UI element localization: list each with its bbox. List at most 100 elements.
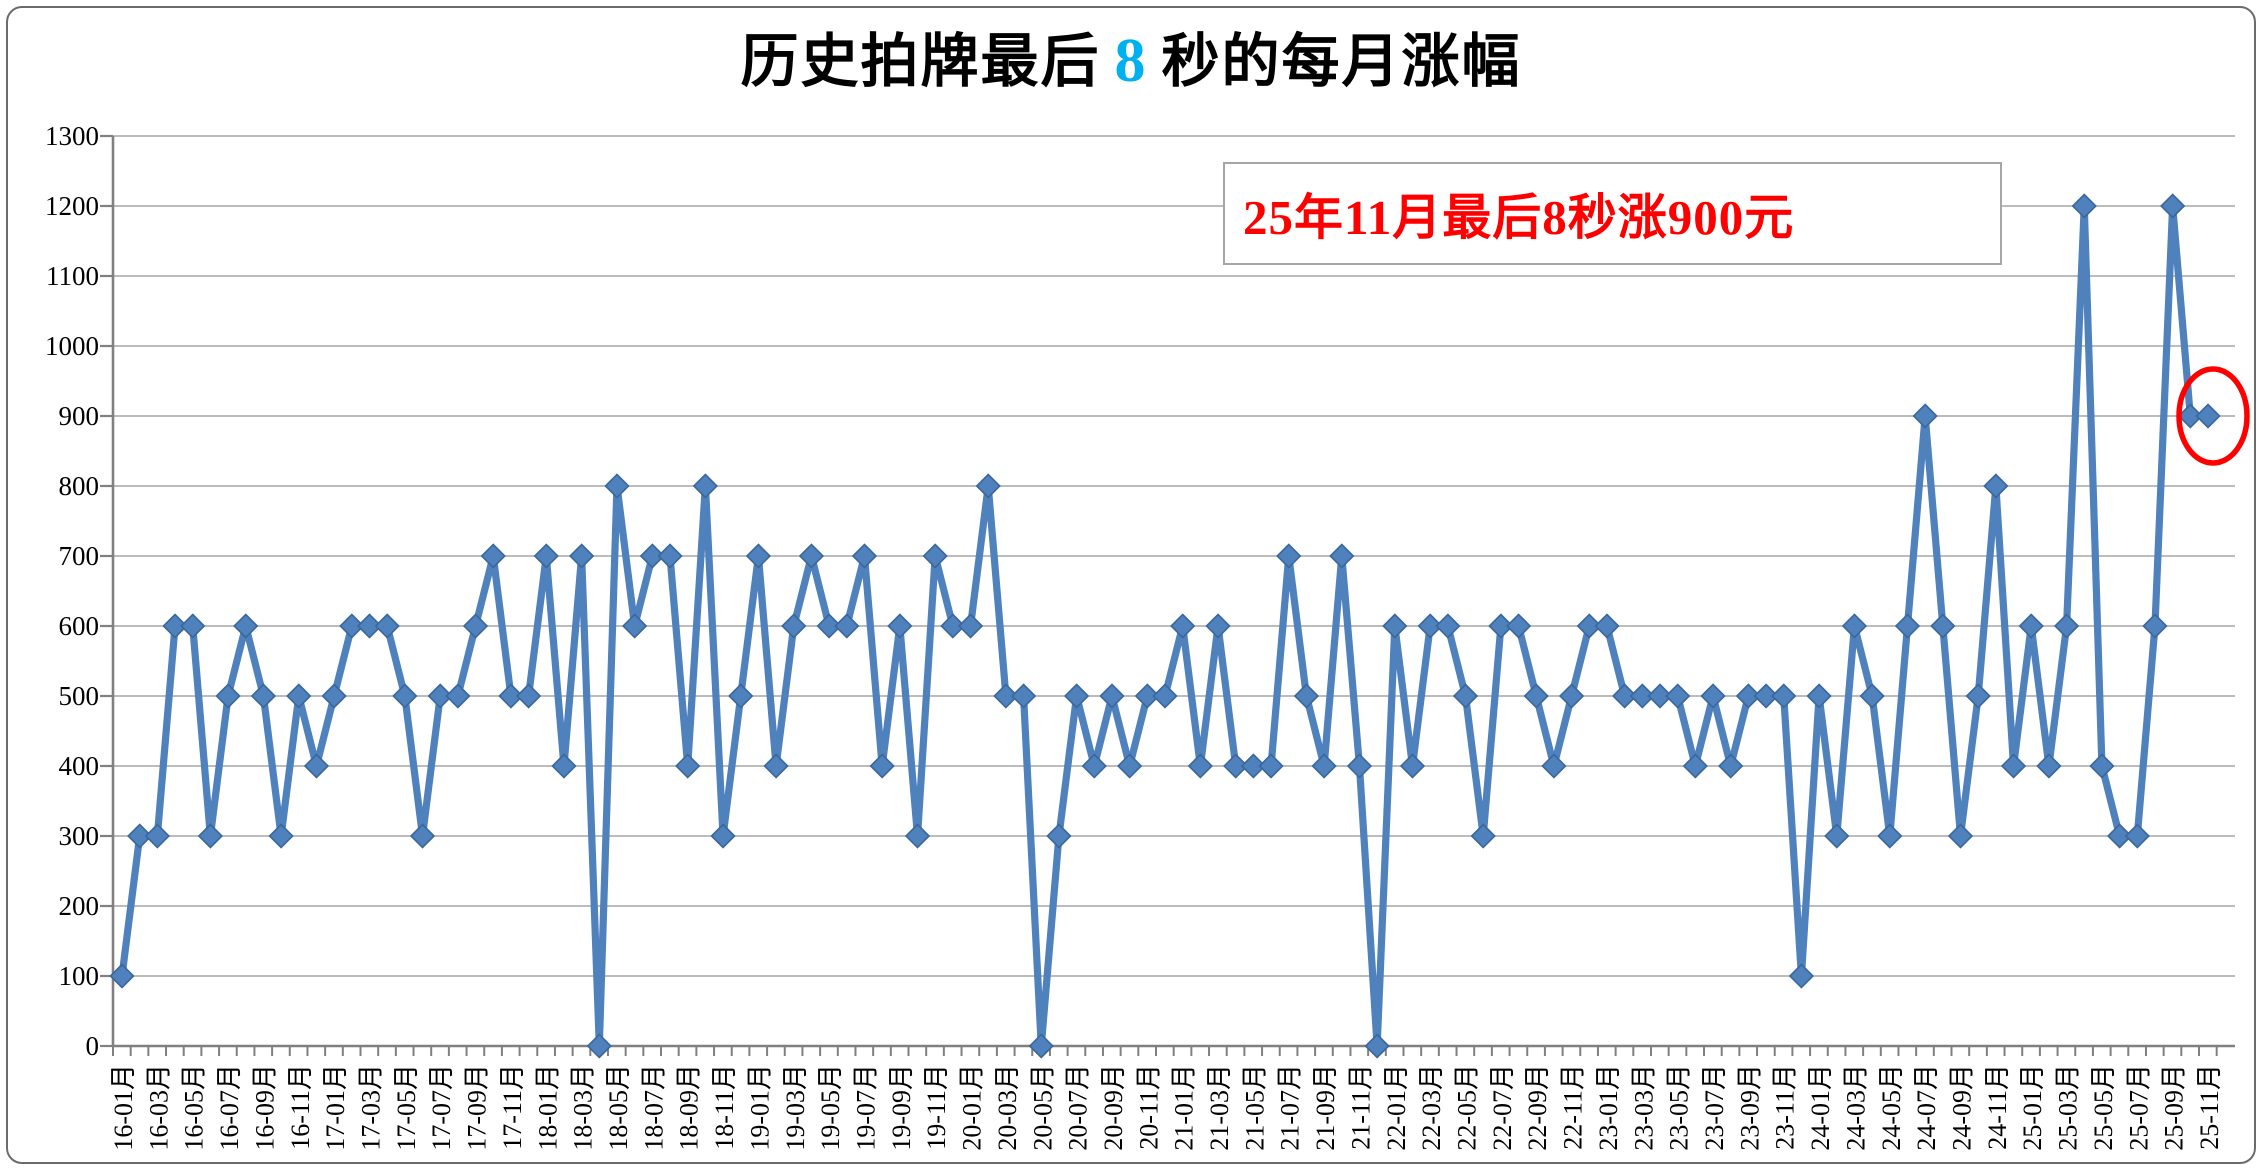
- axis-tick-label: 25-11月: [2195, 1064, 2224, 1150]
- data-point-marker: [1558, 683, 1585, 709]
- axis-tick-label: 18-07月: [639, 1064, 668, 1151]
- axis-tick-label: 20-05月: [1028, 1064, 1057, 1151]
- axis-tick-label: 1300: [45, 121, 99, 151]
- data-point-marker: [1523, 683, 1549, 709]
- axis-tick-label: 23-05月: [1665, 1064, 1694, 1151]
- axis-tick-label: 21-11月: [1346, 1064, 1375, 1150]
- data-point-marker: [392, 683, 418, 709]
- data-point-marker: [144, 823, 170, 849]
- axis-tick-label: 16-01月: [109, 1064, 138, 1151]
- data-point-marker: [1382, 613, 1408, 639]
- axis-tick-label: 17-05月: [392, 1064, 421, 1151]
- axis-tick-label: 700: [59, 541, 100, 571]
- data-point-marker: [869, 753, 895, 779]
- data-point-marker: [215, 683, 241, 709]
- data-point-marker: [321, 683, 347, 709]
- data-point-marker: [1735, 683, 1762, 709]
- data-point-marker: [268, 823, 294, 849]
- data-point-marker: [2160, 193, 2186, 219]
- data-point-marker: [1753, 683, 1779, 709]
- axis-tick-label: 20-01月: [958, 1064, 987, 1151]
- axis-tick-label: 17-11月: [498, 1064, 527, 1150]
- data-point-marker: [1276, 543, 1302, 569]
- chart-title-suffix: 秒的每月涨幅: [1161, 29, 1522, 94]
- axis-tick-label: 20-03月: [993, 1064, 1022, 1151]
- axis-tick-label: 25-09月: [2160, 1064, 2189, 1151]
- data-point-marker: [1240, 753, 1267, 779]
- axis-tick-label: 18-01月: [533, 1064, 562, 1151]
- axis-tick-label: 18-03月: [569, 1064, 598, 1151]
- data-point-marker: [109, 963, 135, 989]
- data-point-marker: [763, 753, 789, 779]
- axis-tick-label: 24-03月: [1841, 1064, 1870, 1151]
- data-point-marker: [409, 823, 436, 849]
- data-point-marker: [1824, 823, 1850, 849]
- data-point-marker: [2036, 753, 2062, 779]
- data-point-marker: [940, 613, 966, 639]
- axis-tick-label: 25-03月: [2054, 1064, 2083, 1151]
- data-point-marker: [798, 543, 825, 569]
- data-point-marker: [515, 683, 542, 709]
- axis-tick-label: 21-09月: [1311, 1064, 1340, 1151]
- data-point-marker: [851, 543, 878, 569]
- axis-tick-label: 19-01月: [745, 1064, 774, 1151]
- data-point-marker: [816, 613, 842, 639]
- axis-tick-label: 400: [59, 751, 100, 781]
- axis-tick-label: 22-07月: [1488, 1064, 1517, 1151]
- data-point-marker: [1682, 753, 1708, 779]
- data-point-marker: [480, 543, 506, 569]
- axis-tick-label: 19-03月: [781, 1064, 810, 1151]
- axis-tick-label: 23-01月: [1594, 1064, 1623, 1151]
- data-point-marker: [1152, 683, 1178, 709]
- axis-tick-label: 18-09月: [675, 1064, 704, 1151]
- data-point-marker: [533, 543, 559, 569]
- axis-tick-label: 24-07月: [1912, 1064, 1941, 1151]
- axis-tick-label: 22-01月: [1382, 1064, 1411, 1151]
- axis-tick-label: 200: [59, 891, 100, 921]
- data-point-marker: [1293, 683, 1320, 709]
- data-point-marker: [303, 753, 330, 779]
- data-point-marker: [1329, 543, 1355, 569]
- axis-tick-label: 17-03月: [356, 1064, 385, 1151]
- axis-tick-label: 600: [59, 611, 100, 641]
- data-point-marker: [250, 683, 277, 709]
- data-point-marker: [1912, 403, 1938, 429]
- data-point-marker: [2106, 823, 2133, 849]
- axis-tick-label: 25-05月: [2089, 1064, 2118, 1151]
- annotation-box: 25年11月最后8秒涨900元: [1223, 162, 2002, 265]
- axis-tick-label: 22-09月: [1523, 1064, 1552, 1151]
- data-point-marker: [162, 613, 188, 639]
- axis-tick-label: 19-05月: [816, 1064, 845, 1151]
- data-point-marker: [1965, 683, 1991, 709]
- axis-tick-label: 24-05月: [1877, 1064, 1906, 1151]
- axis-tick-label: 16-07月: [215, 1064, 244, 1151]
- data-point-marker: [639, 543, 665, 569]
- axis-tick-label: 21-03月: [1205, 1064, 1234, 1151]
- axis-tick-label: 24-11月: [1983, 1064, 2012, 1150]
- axis-tick-label: 1100: [46, 261, 99, 291]
- data-point-marker: [1010, 683, 1037, 709]
- data-point-marker: [622, 613, 648, 639]
- data-point-marker: [1894, 613, 1921, 639]
- data-point-marker: [1718, 753, 1744, 779]
- data-point-marker: [1417, 613, 1443, 639]
- axis-tick-label: 16-03月: [144, 1064, 173, 1151]
- data-point-marker: [1399, 753, 1426, 779]
- data-point-marker: [1700, 683, 1726, 709]
- data-point-marker: [1435, 613, 1461, 639]
- axis-tick-label: 16-11月: [286, 1064, 315, 1150]
- data-point-marker: [568, 543, 595, 569]
- data-point-marker: [197, 823, 224, 849]
- data-point-marker: [993, 683, 1019, 709]
- data-point-marker: [1081, 753, 1107, 779]
- data-point-marker: [975, 473, 1001, 499]
- axis-tick-label: 17-07月: [427, 1064, 456, 1151]
- data-point-marker: [1488, 613, 1514, 639]
- data-point-marker: [710, 823, 736, 849]
- data-point-marker: [1983, 473, 2009, 499]
- axis-tick-label: 21-07月: [1276, 1064, 1305, 1151]
- data-point-marker: [2000, 753, 2027, 779]
- axis-tick-label: 20-09月: [1099, 1064, 1128, 1151]
- axis-tick-label: 23-07月: [1700, 1064, 1729, 1151]
- data-point-marker: [1046, 823, 1072, 849]
